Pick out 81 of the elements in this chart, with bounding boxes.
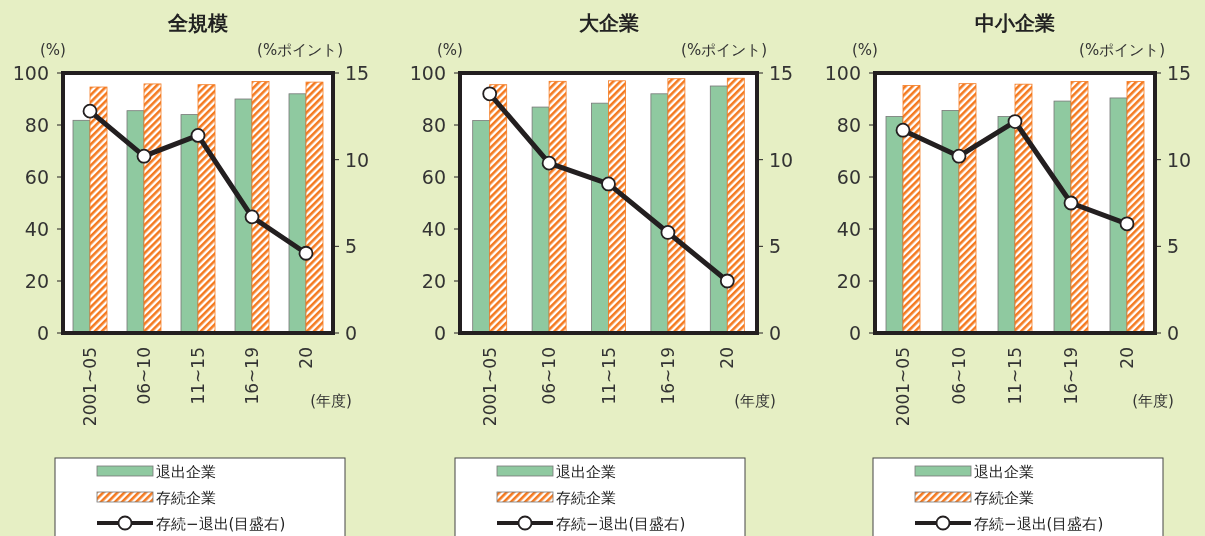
y-tick-label: 80 bbox=[836, 114, 861, 136]
y-axis-title: (%) bbox=[40, 41, 66, 59]
y2-tick-label: 10 bbox=[769, 148, 794, 171]
point bbox=[1119, 216, 1135, 232]
legend-label: 存続−退出(目盛右) bbox=[556, 515, 686, 533]
y-tick-label: 20 bbox=[24, 270, 49, 292]
y2-axis-title: (%ポイント) bbox=[681, 41, 767, 59]
x-tick-label: 2001~05 bbox=[893, 347, 913, 427]
point bbox=[190, 128, 206, 143]
y-tick-label: 80 bbox=[24, 114, 49, 136]
y-tick-label: 0 bbox=[433, 322, 446, 344]
x-axis-title: (年度) bbox=[734, 392, 776, 410]
y2-tick-label: 10 bbox=[345, 148, 370, 171]
y-tick-label: 0 bbox=[848, 322, 861, 344]
y-tick-label: 0 bbox=[36, 322, 49, 344]
x-tick-label: 11~15 bbox=[188, 347, 208, 405]
x-tick-label: 16~19 bbox=[657, 347, 678, 405]
legend-label: 退出企業 bbox=[156, 463, 216, 481]
legend-label: 存続企業 bbox=[974, 489, 1034, 507]
x-axis-title: (年度) bbox=[310, 392, 352, 410]
chart-title: 中小企業 bbox=[975, 11, 1055, 35]
y-axis-title: (%) bbox=[437, 41, 463, 59]
point bbox=[719, 273, 735, 289]
point bbox=[244, 209, 260, 225]
point bbox=[1063, 195, 1079, 211]
legend-label: 存続−退出(目盛右) bbox=[974, 515, 1104, 533]
y2-axis-title: (%ポイント) bbox=[1079, 41, 1165, 59]
legend-label: 存続企業 bbox=[156, 489, 216, 507]
y2-tick-label: 5 bbox=[345, 235, 358, 258]
y-axis-title: (%) bbox=[852, 41, 878, 59]
x-tick-label: 16~19 bbox=[242, 347, 262, 405]
point bbox=[541, 155, 557, 171]
y-tick-label: 20 bbox=[421, 270, 446, 292]
x-tick-label: 20 bbox=[1117, 347, 1137, 369]
x-tick-label: 06~10 bbox=[539, 347, 560, 405]
point bbox=[1007, 114, 1023, 129]
point bbox=[601, 176, 616, 192]
y-tick-label: 60 bbox=[24, 166, 49, 188]
point bbox=[136, 148, 152, 164]
chart-title: 大企業 bbox=[578, 11, 639, 35]
y2-tick-label: 0 bbox=[345, 322, 358, 344]
y-tick-label: 40 bbox=[24, 218, 49, 240]
y-tick-label: 100 bbox=[12, 62, 49, 84]
point bbox=[82, 103, 98, 119]
y2-tick-label: 0 bbox=[1167, 322, 1180, 344]
y2-axis-title: (%ポイント) bbox=[257, 41, 343, 59]
legend-label: 退出企業 bbox=[556, 463, 616, 481]
y-tick-label: 60 bbox=[421, 166, 446, 188]
chart-title: 全規模 bbox=[167, 11, 228, 35]
point bbox=[298, 245, 314, 261]
y2-tick-label: 10 bbox=[1167, 148, 1192, 171]
y-tick-label: 60 bbox=[836, 166, 861, 188]
y-tick-label: 100 bbox=[824, 62, 861, 84]
y-tick-label: 40 bbox=[836, 218, 861, 240]
x-tick-label: 20 bbox=[296, 347, 316, 369]
x-tick-label: 16~19 bbox=[1061, 347, 1081, 405]
x-tick-label: 2001~05 bbox=[479, 347, 500, 427]
point bbox=[895, 122, 911, 138]
legend-label: 存続−退出(目盛右) bbox=[156, 515, 286, 533]
y-tick-label: 100 bbox=[409, 62, 446, 84]
x-tick-label: 06~10 bbox=[134, 347, 154, 405]
y2-tick-label: 15 bbox=[1167, 62, 1192, 84]
y-tick-label: 40 bbox=[421, 218, 446, 240]
y2-tick-label: 5 bbox=[769, 235, 782, 258]
legend-label: 存続企業 bbox=[556, 489, 616, 507]
point bbox=[951, 148, 967, 164]
x-tick-label: 2001~05 bbox=[80, 347, 100, 427]
point bbox=[482, 86, 498, 102]
y2-tick-label: 5 bbox=[1167, 235, 1180, 258]
point bbox=[660, 225, 676, 240]
x-tick-label: 20 bbox=[717, 347, 738, 369]
y-tick-label: 80 bbox=[421, 114, 446, 136]
x-tick-label: 06~10 bbox=[949, 347, 969, 405]
y2-tick-label: 15 bbox=[769, 62, 794, 84]
x-tick-label: 11~15 bbox=[598, 347, 619, 405]
y-tick-label: 20 bbox=[836, 270, 861, 292]
x-tick-label: 11~15 bbox=[1005, 347, 1025, 405]
y2-tick-label: 15 bbox=[345, 62, 370, 84]
y2-tick-label: 0 bbox=[769, 322, 782, 344]
x-axis-title: (年度) bbox=[1132, 392, 1174, 410]
legend-label: 退出企業 bbox=[974, 463, 1034, 481]
